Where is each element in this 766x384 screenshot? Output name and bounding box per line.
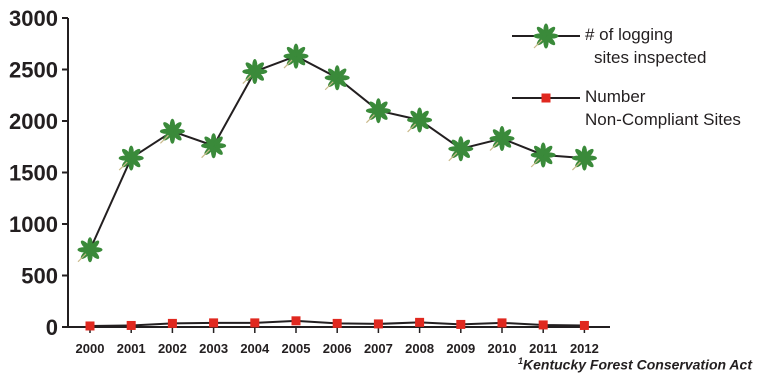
legend-marker-1	[533, 23, 559, 49]
footnote-text: Kentucky Forest Conservation Act	[523, 357, 752, 373]
leaf-stem	[324, 81, 334, 91]
leaf-petal	[245, 62, 256, 73]
x-tick-label: 2005	[282, 341, 311, 356]
data-point-s1	[324, 65, 350, 91]
leaf-petal	[204, 136, 215, 147]
data-point-s2	[373, 319, 383, 329]
x-tick-label: 2001	[117, 341, 146, 356]
x-tick-label: 2011	[529, 341, 557, 356]
x-tick-label: 2002	[158, 341, 187, 356]
x-tick-label: 2003	[199, 341, 228, 356]
leaf-petal	[163, 122, 174, 133]
data-point-s2	[126, 320, 136, 330]
data-point-s2	[415, 317, 425, 327]
y-tick-label: 2500	[9, 58, 58, 83]
leaf-stem	[283, 59, 293, 69]
leaf-stem	[489, 142, 499, 151]
x-tick-label: 2012	[570, 341, 599, 356]
data-point-s1	[159, 118, 185, 144]
leaf-petal	[492, 129, 503, 140]
leaf-petal	[410, 110, 421, 121]
legend-label: # of logging	[585, 25, 673, 44]
leaf-petal	[575, 148, 586, 159]
y-tick-labels: 3000 2500 2000 1500 1000 500 0	[9, 6, 58, 340]
data-point-s2	[579, 320, 589, 330]
data-point-s1	[365, 98, 391, 124]
data-point-s1	[118, 145, 144, 171]
data-point-s2	[291, 316, 301, 326]
x-tick-label: 2000	[76, 341, 105, 356]
legend-label: Non-Compliant Sites	[585, 110, 741, 129]
leaf-stem	[365, 114, 375, 124]
series-lines	[89, 55, 585, 327]
data-point-s1	[407, 107, 433, 133]
data-point-s2	[332, 318, 342, 328]
data-point-s2	[85, 321, 95, 331]
leaf-stem	[533, 39, 543, 49]
footnote: 1Kentucky Forest Conservation Act	[518, 356, 752, 373]
leaf-stem	[159, 134, 169, 144]
leaf-stem	[407, 123, 417, 133]
data-point-s2	[538, 320, 548, 330]
leaf-stem	[118, 161, 128, 171]
data-point-s1	[448, 136, 474, 162]
leaf-petal	[80, 240, 91, 251]
data-point-s2	[456, 319, 466, 329]
data-point-s1	[489, 126, 515, 152]
leaf-stem	[201, 149, 211, 159]
legend-label: sites inspected	[594, 48, 706, 67]
leaf-stem	[448, 152, 458, 162]
leaf-petal	[328, 68, 338, 79]
x-tick-label: 2008	[405, 341, 434, 356]
axes	[62, 17, 610, 333]
y-tick-label: 0	[46, 315, 58, 340]
data-point-s2	[167, 318, 177, 328]
data-point-s1	[283, 43, 309, 69]
x-tick-label: 2004	[240, 341, 270, 356]
data-point-s1	[242, 59, 268, 85]
data-point-s2	[250, 318, 260, 328]
series-markers	[77, 43, 597, 331]
x-tick-label: 2010	[488, 341, 517, 356]
leaf-stem	[77, 253, 87, 263]
y-tick-label: 1000	[9, 212, 58, 237]
x-tick-label: 2009	[446, 341, 475, 356]
leaf-petal	[286, 46, 297, 57]
leaf-stem	[530, 158, 540, 168]
data-point-s1	[530, 142, 556, 168]
leaf-petal	[451, 139, 462, 150]
leaf-petal	[534, 145, 544, 156]
data-point-s1	[77, 237, 103, 263]
legend-label: Number	[585, 87, 646, 106]
data-point-s2	[497, 318, 507, 328]
y-tick-label: 500	[21, 264, 58, 289]
data-point-s2	[209, 318, 219, 328]
leaf-stem	[571, 161, 581, 171]
data-point-s1	[201, 133, 227, 159]
y-tick-label: 2000	[9, 109, 58, 134]
leaf-petal	[536, 26, 547, 37]
leaf-petal	[122, 148, 132, 159]
legend-marker-2	[541, 93, 551, 103]
data-point-s1	[571, 145, 597, 171]
x-tick-labels: 2000 2001 2002 2003 2004 2005 2006 2007 2008 2009…	[76, 341, 599, 356]
y-tick-label: 3000	[9, 6, 58, 31]
leaf-stem	[242, 75, 252, 84]
footnote-superscript: 1	[518, 356, 524, 367]
legend: # of logging sites inspected Number Non-Com…	[512, 23, 741, 129]
x-tick-label: 2007	[364, 341, 393, 356]
x-tick-label: 2006	[323, 341, 352, 356]
leaf-petal	[369, 101, 380, 112]
y-tick-label: 1500	[9, 161, 58, 186]
